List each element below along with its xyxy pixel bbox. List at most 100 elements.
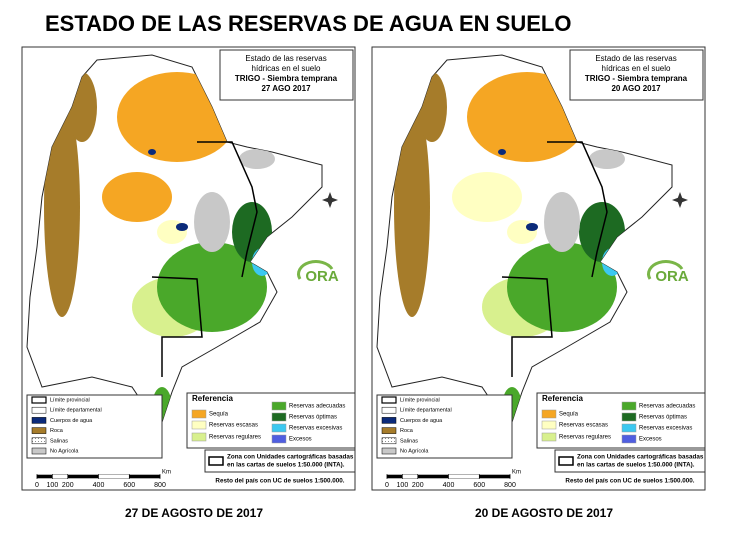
scale-segment (52, 475, 68, 478)
scale-segment (448, 475, 480, 478)
reference-swatch (271, 401, 287, 411)
reference-box (536, 392, 706, 449)
reference-swatch (541, 420, 557, 430)
legend-swatch (31, 396, 47, 404)
reference-label: Excesos (289, 437, 312, 443)
scale-label: 400 (443, 482, 455, 489)
map-title-line: hídricas en el suelo (252, 64, 321, 73)
scale-label: 0 (385, 482, 389, 489)
legend-label: Roca (400, 428, 414, 434)
page-title: ESTADO DE LAS RESERVAS DE AGUA EN SUELO (45, 11, 571, 36)
legend-label: No Agrícola (50, 448, 79, 454)
note-symbol (558, 456, 574, 466)
map-region (44, 97, 80, 317)
scale-label: 200 (412, 482, 424, 489)
reference-swatch (271, 412, 287, 422)
reference-swatch (541, 432, 557, 442)
legend-swatch (31, 437, 47, 445)
reference-swatch (621, 412, 637, 422)
legend-label: No Agrícola (400, 448, 429, 454)
legend-swatch (381, 396, 397, 404)
map-title-line: TRIGO - Siembra temprana (585, 74, 688, 83)
reference-label: Reservas excesivas (639, 426, 692, 432)
map-region (239, 149, 275, 169)
scale-label: 100 (47, 482, 59, 489)
scale-segment (98, 475, 130, 478)
rest-note: Resto del país con UC de suelos 1:500.00… (215, 478, 344, 485)
map-title-line: Estado de las reservas (595, 54, 676, 63)
map-region (102, 172, 172, 222)
legend-swatch (381, 406, 397, 414)
layers-legend (376, 394, 513, 459)
map-region (157, 242, 267, 332)
map (376, 54, 673, 423)
map-region (589, 149, 625, 169)
map-region (148, 149, 156, 155)
scale-label: 800 (154, 482, 166, 489)
scale-segment (417, 475, 449, 478)
logo-arc (647, 260, 684, 280)
legend-swatch (31, 427, 47, 434)
legend-label: Límite provincial (50, 397, 90, 403)
scale-segment (402, 475, 418, 478)
logo: ORA (305, 268, 339, 285)
legend-label: Límite departamental (50, 408, 102, 414)
map-title-line: TRIGO - Siembra temprana (235, 74, 338, 83)
map-region (498, 149, 506, 155)
rest-note: Resto del país con UC de suelos 1:500.00… (565, 478, 694, 485)
note-line: en las cartas de suelos 1:50.000 (INTA). (577, 462, 695, 469)
map (26, 54, 323, 423)
reference-label: Reservas adecuadas (289, 404, 345, 410)
reference-label: Reservas escasas (209, 423, 258, 429)
reference-swatch (191, 432, 207, 442)
reference-swatch (621, 401, 637, 411)
reference-title: Referencia (542, 394, 583, 403)
reference-label: Reservas excesivas (289, 426, 342, 432)
reference-swatch (621, 423, 637, 433)
map-region (394, 97, 430, 317)
reference-title: Referencia (192, 394, 233, 403)
note-box (204, 449, 356, 473)
scale-label: 100 (397, 482, 409, 489)
compass (672, 192, 688, 208)
note-line: Zona con Unidades cartográficas basadas (577, 454, 704, 461)
legend-swatch (381, 427, 397, 434)
reference-label: Excesos (639, 437, 662, 443)
reference-swatch (191, 420, 207, 430)
reference-label: Reservas regulares (559, 435, 611, 441)
scale-segment (129, 475, 160, 478)
legend-swatch (381, 447, 397, 455)
scale-label: 0 (35, 482, 39, 489)
reference-swatch (271, 434, 287, 444)
legend-label: Roca (50, 428, 64, 434)
scale-segment (37, 475, 53, 478)
note-line: Zona con Unidades cartográficas basadas (227, 454, 354, 461)
scale-segment (479, 475, 510, 478)
scale-segment (67, 475, 99, 478)
legend-swatch (31, 447, 47, 455)
reference-label: Sequía (209, 412, 229, 418)
legend-label: Salinas (400, 438, 418, 444)
legend-swatch (381, 417, 397, 424)
scale-unit: Km (512, 470, 521, 476)
reference-box (186, 392, 356, 449)
note-box (554, 449, 706, 473)
reference-swatch (191, 409, 207, 419)
scale-label: 600 (123, 482, 135, 489)
legend-label: Cuerpos de agua (400, 418, 443, 424)
map-title-line: hídricas en el suelo (602, 64, 671, 73)
map-region (176, 223, 188, 231)
title-box (219, 49, 354, 101)
logo-arc (297, 260, 334, 280)
map-title-line: Estado de las reservas (245, 54, 326, 63)
map-fill (44, 72, 275, 422)
note-line: en las cartas de suelos 1:50.000 (INTA). (227, 462, 345, 469)
province-border (197, 141, 258, 278)
map-caption: 27 DE AGOSTO DE 2017 (125, 506, 263, 520)
legend-label: Límite departamental (400, 408, 452, 414)
map-region (526, 223, 538, 231)
map-region (452, 172, 522, 222)
